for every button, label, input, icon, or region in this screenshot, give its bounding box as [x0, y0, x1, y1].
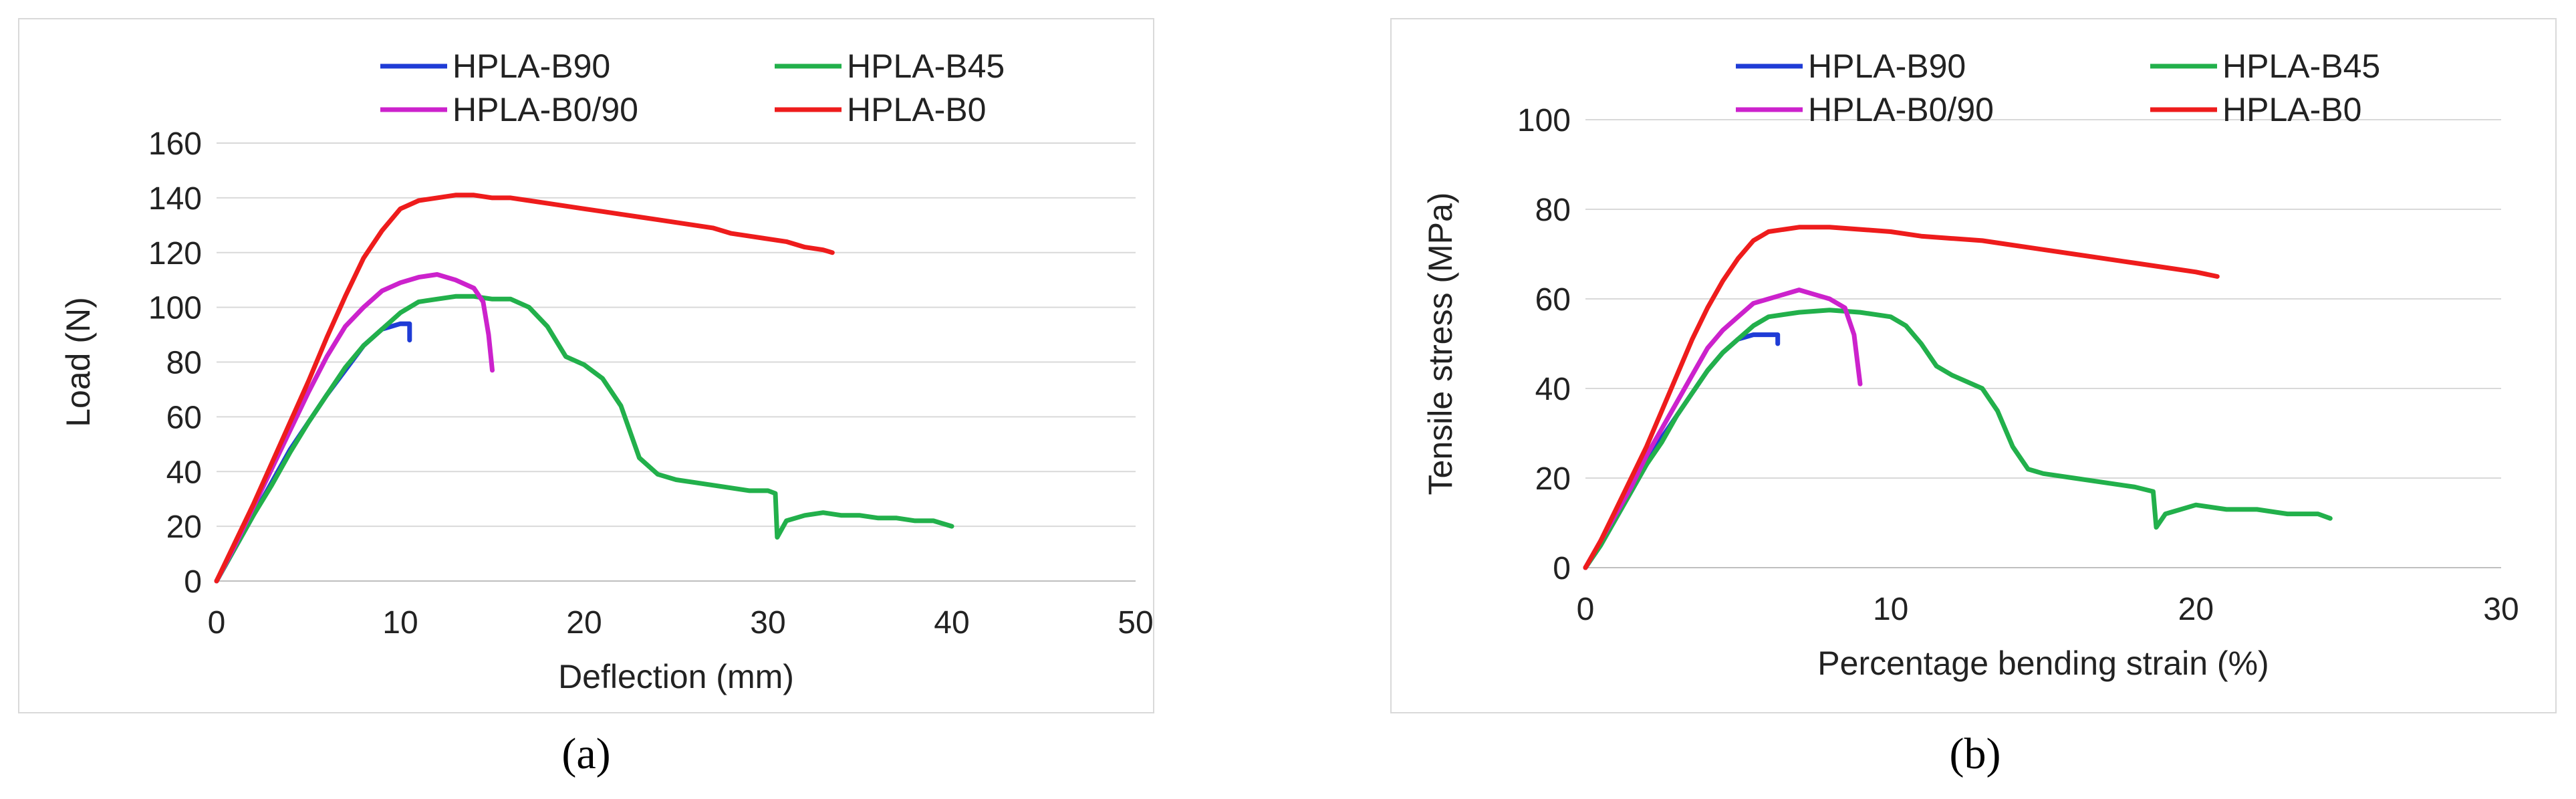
chart-b-series-hpla-b0 [1583, 225, 2220, 570]
chart-a-xtick-label: 0 [208, 605, 226, 641]
chart-b-ytick-label: 20 [1535, 461, 1571, 497]
chart-b-legend-label: HPLA-B90 [1808, 47, 1966, 85]
chart-a-ytick-label: 160 [148, 126, 202, 162]
chart-b-ytick-label: 60 [1535, 282, 1571, 318]
chart-a-legend-label: HPLA-B90 [453, 47, 610, 85]
chart-b-ytick-label: 100 [1517, 103, 1571, 138]
chart-a-series-hpla-b0-90 [214, 272, 495, 584]
chart-b-series-hpla-b0-90 [1583, 288, 1863, 570]
chart-a-xtick-label: 10 [382, 605, 418, 641]
chart-a-xtick-label: 20 [566, 605, 602, 641]
chart-b-legend-label: HPLA-B45 [2222, 47, 2380, 85]
chart-b-series-hpla-b45 [1583, 308, 2333, 570]
chart-a-series-hpla-b0 [214, 193, 835, 584]
chart-a-ytick-label: 40 [166, 455, 202, 490]
caption-b: (b) [1949, 729, 2001, 778]
chart-a-y-axis-label: Load (N) [59, 297, 97, 427]
chart-b-x-axis-label: Percentage bending strain (%) [1817, 645, 2269, 682]
chart-a-ytick-label: 100 [148, 291, 202, 326]
chart-a-xtick-label: 40 [934, 605, 969, 641]
chart-panel-b: 0 20 40 60 80 100 0 10 20 30 Percentage bending st… [1390, 18, 2557, 713]
chart-a-x-axis-label: Deflection (mm) [558, 658, 794, 695]
chart-a-ytick-label: 140 [148, 181, 202, 217]
chart-b-ytick-label: 40 [1535, 372, 1571, 407]
chart-a-ytick-label: 60 [166, 400, 202, 435]
chart-b-xtick-label: 30 [2483, 592, 2519, 627]
chart-b-xtick-label: 0 [1577, 592, 1595, 627]
chart-a-ytick-label: 0 [184, 564, 202, 600]
caption-a: (a) [561, 729, 611, 778]
chart-panel-a: 0 20 40 60 80 100 120 140 160 0 10 20 30 40 50 Deflecti… [18, 18, 1154, 713]
chart-b-ytick-label: 80 [1535, 193, 1571, 228]
chart-a-legend-label: HPLA-B45 [847, 47, 1005, 85]
chart-b-ytick-label: 0 [1553, 551, 1571, 586]
chart-a-ytick-label: 80 [166, 346, 202, 381]
chart-b-legend-label: HPLA-B0/90 [1808, 91, 1994, 128]
chart-a-legend-label: HPLA-B0/90 [453, 91, 638, 128]
chart-a-ytick-label: 120 [148, 236, 202, 271]
chart-b-xtick-label: 10 [1873, 592, 1908, 627]
chart-a-legend-label: HPLA-B0 [847, 91, 986, 128]
chart-a-series-hpla-b45 [214, 294, 954, 584]
chart-a-svg: 0 20 40 60 80 100 120 140 160 0 10 20 30 40 50 Deflecti… [59, 47, 1154, 695]
chart-a-xtick-label: 30 [750, 605, 785, 641]
chart-a-xtick-label: 50 [1118, 605, 1153, 641]
chart-b-xtick-label: 20 [2178, 592, 2214, 627]
chart-b-svg: 0 20 40 60 80 100 0 10 20 30 Percentage bending st… [1422, 47, 2519, 682]
chart-a-ytick-label: 20 [166, 509, 202, 545]
chart-b-legend-label: HPLA-B0 [2222, 91, 2361, 128]
chart-b-y-axis-label: Tensile stress (MPa) [1422, 193, 1459, 495]
